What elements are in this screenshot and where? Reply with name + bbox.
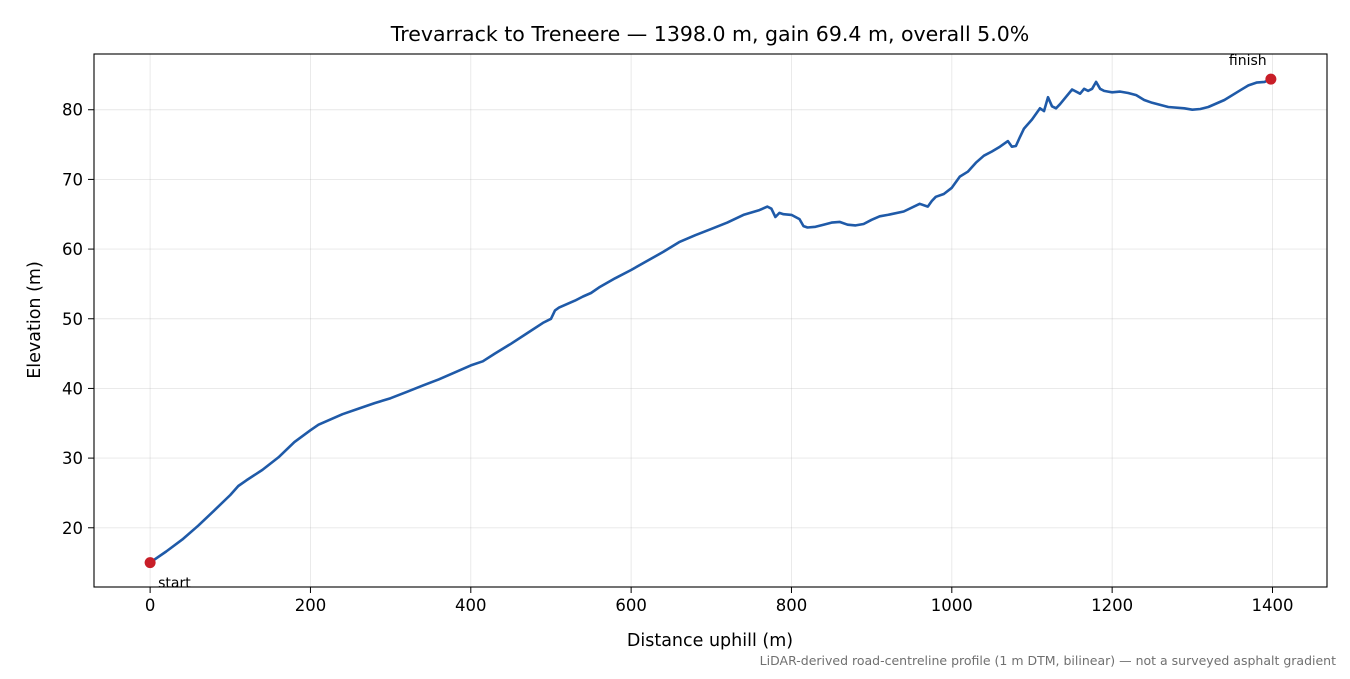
y-tick-label: 30 <box>62 449 83 468</box>
marker-layer: start finish <box>144 53 1277 592</box>
grid <box>94 54 1327 587</box>
x-axis-ticks: 0 200 400 600 800 1000 1200 1400 <box>145 587 1293 615</box>
x-tick-label: 600 <box>615 596 647 615</box>
y-tick-label: 80 <box>62 101 83 120</box>
x-tick-label: 400 <box>455 596 487 615</box>
y-tick-label: 60 <box>62 240 83 259</box>
elevation-series-line <box>148 77 1273 564</box>
y-tick-label: 20 <box>62 519 83 538</box>
footnote: LiDAR-derived road-centreline profile (1… <box>760 653 1336 668</box>
y-axis-label: Elevation (m) <box>25 261 45 379</box>
x-tick-label: 1000 <box>931 596 973 615</box>
y-tick-label: 70 <box>62 170 83 189</box>
chart-title: Trevarrack to Treneere — 1398.0 m, gain … <box>390 22 1030 46</box>
start-label: start <box>158 576 191 592</box>
y-tick-label: 40 <box>62 379 83 398</box>
series-layer <box>148 77 1273 564</box>
x-tick-label: 0 <box>145 596 156 615</box>
x-tick-label: 200 <box>295 596 327 615</box>
x-tick-label: 800 <box>776 596 808 615</box>
x-axis-label: Distance uphill (m) <box>627 631 793 651</box>
y-tick-label: 50 <box>62 310 83 329</box>
finish-label: finish <box>1229 53 1267 69</box>
y-axis-ticks: 20 30 40 50 60 70 80 <box>62 101 94 538</box>
start-marker <box>144 557 156 569</box>
x-tick-label: 1400 <box>1251 596 1293 615</box>
finish-marker <box>1265 73 1277 85</box>
x-tick-label: 1200 <box>1091 596 1133 615</box>
plot-area-frame <box>93 53 1328 588</box>
